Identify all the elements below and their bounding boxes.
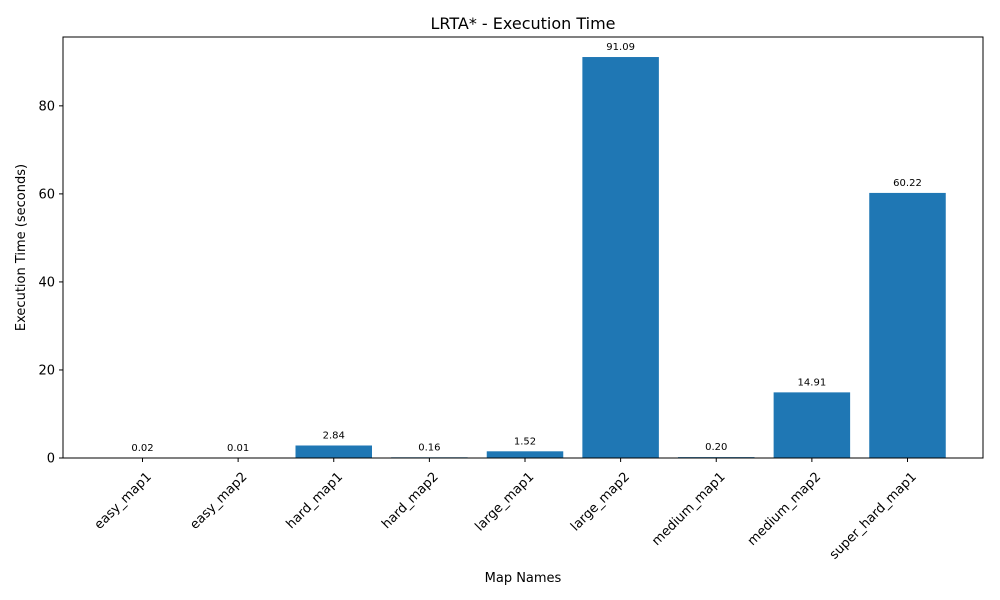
bar-hard_map1	[295, 445, 372, 458]
bar-medium_map2	[773, 392, 851, 458]
x-tick-label-medium_map1: medium_map1	[649, 470, 728, 549]
bar-large_map1	[486, 451, 564, 458]
value-label-large_map1: 1.52	[514, 436, 536, 447]
x-tick-label-large_map1: large_map1	[472, 470, 537, 535]
bars-layer	[104, 57, 946, 459]
y-axis: 0 20 40 60 80	[38, 99, 63, 467]
plot-frame	[62, 36, 984, 459]
x-tick-label-super_hard_map1: super_hard_map1	[827, 470, 920, 563]
value-label-medium_map2: 14.91	[798, 377, 827, 388]
y-tick-label-40: 40	[38, 275, 55, 290]
value-label-easy_map2: 0.01	[227, 443, 249, 454]
bar-super_hard_map1	[869, 192, 946, 458]
value-label-easy_map1: 0.02	[131, 443, 153, 454]
y-tick-label-20: 20	[38, 363, 55, 378]
x-tick-label-easy_map2: easy_map2	[187, 470, 250, 533]
x-tick-label-hard_map1: hard_map1	[284, 470, 346, 532]
x-axis: easy_map1 easy_map2 hard_map1 hard_map2 larg…	[92, 458, 920, 563]
x-tick-label-medium_map2: medium_map2	[745, 470, 824, 549]
bar-large_map2	[582, 57, 659, 459]
x-tick-label-hard_map2: hard_map2	[379, 470, 441, 532]
y-tick-label-0: 0	[47, 452, 55, 467]
value-label-super_hard_map1: 60.22	[893, 178, 922, 189]
value-label-hard_map1: 2.84	[323, 430, 345, 441]
value-label-hard_map2: 0.16	[418, 442, 440, 453]
x-axis-label: Map Names	[485, 571, 562, 586]
y-tick-label-80: 80	[38, 99, 55, 114]
x-tick-label-large_map2: large_map2	[568, 470, 633, 535]
y-axis-label: Execution Time (seconds)	[14, 164, 29, 331]
x-tick-label-easy_map1: easy_map1	[92, 470, 155, 533]
y-tick-label-60: 60	[38, 187, 55, 202]
value-label-large_map2: 91.09	[606, 42, 635, 53]
value-label-medium_map1: 0.20	[705, 442, 727, 453]
chart-title: LRTA* - Execution Time	[430, 14, 615, 33]
value-labels-layer: 0.02 0.01 2.84 0.16 1.52 91.09 0.20 14.91 60.22	[131, 42, 921, 454]
